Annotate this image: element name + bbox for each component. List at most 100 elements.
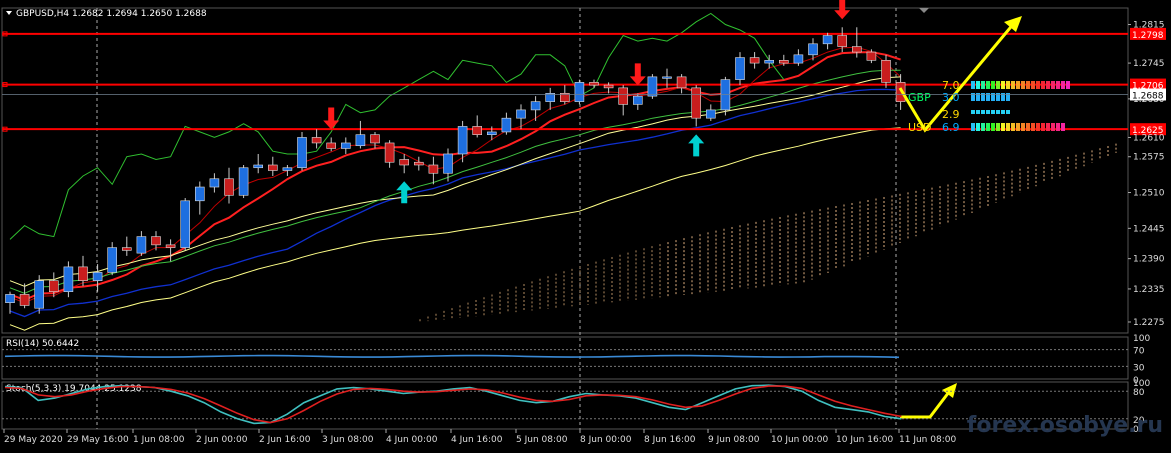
price-pane bbox=[1, 7, 1129, 334]
meter-bar bbox=[986, 81, 990, 89]
level-price-label: 1.2625 bbox=[1132, 126, 1164, 136]
meter-bar bbox=[976, 123, 980, 131]
bull-candle bbox=[63, 266, 74, 292]
price-tick-label: 1.2510 bbox=[1133, 189, 1165, 199]
meter-bar bbox=[976, 81, 980, 89]
bear-candle bbox=[559, 93, 570, 102]
stoch-level-label: 0 bbox=[1133, 425, 1139, 435]
bull-candle bbox=[705, 109, 716, 119]
bear-candle bbox=[311, 137, 322, 144]
stoch-forecast-path bbox=[900, 387, 954, 419]
forecast-arrows bbox=[898, 16, 1022, 419]
bull-candle bbox=[530, 101, 541, 111]
time-tick-label: 9 Jun 08:00 bbox=[708, 435, 760, 445]
bear-candle bbox=[48, 280, 59, 292]
level-anchor bbox=[2, 82, 8, 88]
rsi-level-label: 0 bbox=[1133, 376, 1139, 386]
bear-candle bbox=[837, 35, 848, 47]
bear-candle bbox=[384, 142, 395, 163]
day-separators bbox=[96, 8, 897, 429]
price-axis: 1.27981.27061.26251.28151.27451.26801.26… bbox=[2, 21, 1166, 328]
sell-arrow-icon bbox=[834, 0, 851, 20]
bull-candle bbox=[545, 93, 556, 102]
time-tick-label: 4 Jun 16:00 bbox=[451, 435, 503, 445]
bull-candle bbox=[238, 167, 249, 196]
meter-bar bbox=[1041, 81, 1045, 89]
bear-candle bbox=[370, 134, 380, 144]
bull-candle bbox=[764, 60, 775, 64]
stoch-d-line bbox=[4, 385, 902, 424]
symbol-title: GBPUSD,H4 1.2682 1.2694 1.2650 1.2688 bbox=[16, 9, 207, 19]
bear-candle bbox=[866, 51, 877, 61]
meter-bar bbox=[1056, 123, 1060, 131]
meter-bar bbox=[1036, 81, 1040, 89]
bear-candle bbox=[78, 266, 88, 281]
meter-bar bbox=[1026, 81, 1030, 89]
bull-candle bbox=[282, 167, 293, 171]
symbol-menu-icon[interactable] bbox=[6, 11, 12, 15]
meter-bar bbox=[996, 81, 1000, 89]
meter-bar bbox=[981, 81, 985, 89]
meter-bar bbox=[1031, 123, 1035, 131]
meter-bar bbox=[1051, 123, 1055, 131]
ma-green bbox=[9, 69, 901, 294]
forecast-path bbox=[898, 21, 1017, 133]
meter-bar bbox=[986, 110, 990, 114]
meter-bar bbox=[1011, 123, 1015, 131]
meter-bar bbox=[1046, 123, 1050, 131]
rsi-label: RSI(14) 50.6442 bbox=[6, 339, 79, 349]
bear-candle bbox=[881, 60, 891, 83]
meter-bar bbox=[991, 123, 995, 131]
stoch-level-label: 100 bbox=[1133, 379, 1150, 389]
meter-value: 7.0 bbox=[942, 79, 960, 92]
bull-candle bbox=[632, 95, 643, 105]
meter-bar bbox=[991, 110, 995, 114]
bull-candle bbox=[486, 131, 497, 135]
meter-bar bbox=[971, 81, 975, 89]
bull-candle bbox=[516, 109, 526, 119]
bull-candle bbox=[136, 236, 147, 254]
stoch-forecast-arrow-icon bbox=[942, 383, 957, 398]
bull-candle bbox=[34, 280, 45, 309]
meter-bar bbox=[1001, 81, 1005, 89]
rsi-level-label: 70 bbox=[1133, 347, 1145, 357]
bull-candle bbox=[195, 186, 205, 202]
meter-bar bbox=[1006, 123, 1010, 131]
chikou-line bbox=[9, 12, 785, 240]
watermark: forex.osobye.ru bbox=[967, 413, 1163, 438]
bear-candle bbox=[326, 142, 337, 149]
bear-candle bbox=[122, 247, 132, 251]
meter-bar bbox=[1026, 123, 1030, 131]
stoch-level-label: 80 bbox=[1133, 388, 1145, 398]
bear-candle bbox=[618, 87, 629, 105]
level-price-label: 1.2798 bbox=[1132, 31, 1164, 41]
meter-currency-label: GBP bbox=[908, 91, 931, 104]
bull-candle bbox=[647, 76, 658, 97]
meter-bar bbox=[996, 110, 1000, 114]
time-tick-label: 3 Jun 08:00 bbox=[322, 435, 374, 445]
time-tick-label: 8 Jun 16:00 bbox=[644, 435, 696, 445]
meter-bar bbox=[1001, 123, 1005, 131]
meter-bar bbox=[1021, 123, 1025, 131]
level-price-tag bbox=[1130, 27, 1166, 40]
chart-shift-icon[interactable] bbox=[919, 8, 929, 13]
buy-arrow-icon bbox=[688, 134, 705, 157]
level-price-label: 1.2706 bbox=[1132, 82, 1164, 92]
price-tick-label: 1.2745 bbox=[1133, 59, 1165, 69]
ma-blue bbox=[9, 88, 901, 318]
rsi-level-label: 100 bbox=[1133, 334, 1150, 344]
meter-bar bbox=[1036, 123, 1040, 131]
bear-candle bbox=[895, 82, 906, 102]
stoch-level-label: 20 bbox=[1133, 416, 1145, 426]
meter-bar bbox=[971, 110, 975, 114]
price-tick-label: 1.2610 bbox=[1133, 133, 1165, 143]
bull-candle bbox=[735, 57, 745, 80]
meter-bar bbox=[1041, 123, 1045, 131]
meter-bar bbox=[976, 93, 980, 101]
meter-bar bbox=[1011, 81, 1015, 89]
price-tick-label: 1.2815 bbox=[1133, 21, 1165, 31]
time-tick-label: 2 Jun 16:00 bbox=[259, 435, 311, 445]
bull-candle bbox=[253, 164, 263, 169]
